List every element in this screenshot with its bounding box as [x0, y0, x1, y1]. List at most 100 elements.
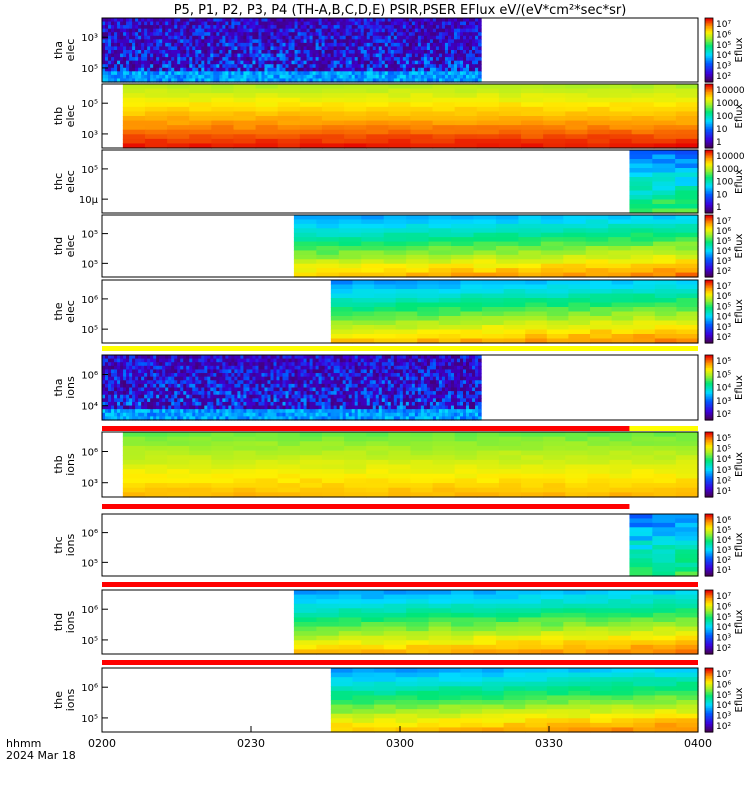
heatmap-cell: [213, 53, 217, 58]
heatmap-cell: [293, 246, 317, 252]
heatmap-cell: [186, 398, 190, 403]
heatmap-cell: [144, 21, 148, 26]
heatmap-cell: [438, 293, 462, 299]
heatmap-cell: [410, 125, 434, 131]
heatmap-cell: [279, 39, 284, 44]
heatmap-cell: [405, 394, 410, 399]
heatmap-cell: [300, 74, 305, 80]
heatmap-cell: [361, 232, 385, 238]
heatmap-cell: [414, 373, 419, 378]
heatmap-cell: [135, 60, 139, 65]
heatmap-cell: [122, 138, 146, 145]
heatmap-cell: [324, 391, 329, 396]
heatmap-cell: [543, 138, 566, 145]
heatmap-cell: [631, 93, 655, 99]
heatmap-cell: [258, 28, 263, 33]
heatmap-cell: [255, 97, 279, 103]
heatmap-cell: [174, 21, 178, 26]
heatmap-cell: [168, 355, 172, 360]
heatmap-cell: [108, 74, 112, 80]
heatmap-cell: [444, 391, 449, 396]
heatmap-cell: [475, 383, 479, 389]
heatmap-cell: [451, 272, 475, 278]
heatmap-cell: [210, 358, 214, 363]
heatmap-cell: [423, 380, 428, 385]
heatmap-cell: [521, 106, 544, 113]
heatmap-cell: [204, 28, 208, 33]
heatmap-cell: [405, 64, 410, 69]
heatmap-cell: [282, 380, 287, 385]
heatmap-cell: [228, 373, 232, 378]
heatmap-cell: [183, 369, 187, 374]
heatmap-cell: [327, 57, 332, 62]
heatmap-cell: [525, 289, 548, 295]
heatmap-cell: [252, 39, 257, 44]
heatmap-cell: [210, 46, 214, 51]
heatmap-cell: [186, 369, 190, 374]
heatmap-cell: [126, 25, 130, 30]
heatmap-cell: [126, 362, 130, 367]
heatmap-cell: [321, 18, 326, 23]
heatmap-cell: [608, 246, 632, 252]
heatmap-cell: [432, 143, 456, 149]
heatmap-cell: [243, 383, 247, 389]
heatmap-cell: [171, 46, 175, 51]
heatmap-cell: [438, 391, 443, 396]
heatmap-cell: [456, 53, 461, 58]
heatmap-cell: [122, 120, 146, 126]
heatmap-cell: [299, 93, 323, 99]
heatmap-cell: [219, 383, 223, 389]
heatmap-cell: [327, 380, 332, 385]
heatmap-cell: [129, 39, 133, 44]
heatmap-cell: [171, 64, 175, 69]
heatmap-cell: [297, 365, 302, 371]
heatmap-cell: [352, 284, 375, 290]
heatmap-cell: [222, 394, 226, 399]
heatmap-cell: [476, 143, 500, 149]
heatmap-cell: [585, 259, 609, 265]
heatmap-cell: [138, 74, 142, 80]
heatmap-cell: [375, 78, 380, 83]
heatmap-cell: [122, 143, 146, 149]
heatmap-cell: [417, 316, 440, 322]
heatmap-cell: [390, 64, 395, 69]
heatmap-cell: [408, 78, 413, 83]
heatmap-cell: [180, 64, 184, 69]
heatmap-cell: [360, 391, 365, 396]
heatmap-cell: [546, 293, 570, 299]
heatmap-cell: [267, 373, 272, 378]
heatmap-cell: [453, 57, 458, 62]
heatmap-cell: [183, 383, 187, 389]
heatmap-cell: [240, 71, 244, 76]
heatmap-cell: [482, 307, 505, 313]
heatmap-cell: [264, 387, 269, 392]
heatmap-cell: [339, 391, 344, 396]
heatmap-cell: [183, 57, 187, 62]
heatmap-cell: [316, 215, 340, 221]
colorbar-step: [705, 232, 713, 235]
heatmap-cell: [144, 138, 168, 145]
heatmap-cell: [108, 35, 112, 40]
heatmap-cell: [156, 18, 160, 23]
heatmap-cell: [225, 46, 229, 51]
heatmap-cell: [360, 383, 365, 389]
heatmap-cell: [653, 97, 677, 103]
heatmap-cell: [126, 394, 130, 399]
heatmap-cell: [282, 67, 287, 72]
heatmap-cell: [189, 355, 193, 360]
heatmap-cell: [321, 67, 326, 72]
heatmap-cell: [177, 21, 181, 26]
heatmap-cell: [204, 362, 208, 367]
heatmap-cell: [366, 18, 371, 23]
heatmap-cell: [360, 74, 365, 80]
heatmap-cell: [363, 373, 368, 378]
heatmap-cell: [255, 102, 279, 108]
heatmap-cell: [306, 53, 311, 58]
colorbar-tick-label: 10⁶: [716, 292, 731, 302]
heatmap-cell: [147, 78, 151, 83]
heatmap-cell: [339, 355, 344, 360]
heatmap-cell: [330, 355, 335, 360]
heatmap-cell: [228, 376, 232, 381]
heatmap-cell: [381, 32, 386, 37]
heatmap-cell: [330, 391, 335, 396]
